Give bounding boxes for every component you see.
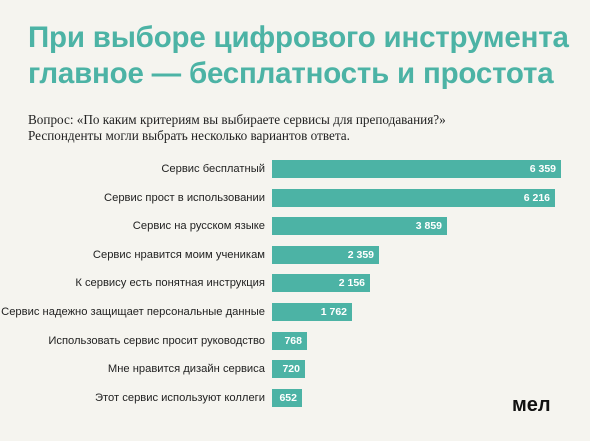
bar-row: Сервис на русском языке 3 859 (0, 217, 590, 235)
bar (272, 217, 447, 235)
category-label: Сервис надежно защищает персональные дан… (1, 306, 265, 318)
bar-row: Этот сервис используют коллеги 652 (0, 389, 590, 407)
chart-subtitle: Вопрос: «По каким критериям вы выбираете… (28, 112, 568, 144)
bar-row: Мне нравится дизайн сервиса 720 (0, 360, 590, 378)
bar (272, 189, 555, 207)
category-label: Сервис бесплатный (161, 163, 265, 175)
category-label: Сервис прост в использовании (104, 192, 265, 204)
bar (272, 274, 370, 292)
bar (272, 360, 305, 378)
bar (272, 332, 307, 350)
bar-row: Сервис надежно защищает персональные дан… (0, 303, 590, 321)
value-label: 1 762 (320, 306, 347, 318)
category-label: К сервису есть понятная инструкция (75, 277, 265, 289)
bar-chart: Сервис бесплатный 6 359 Сервис прост в исп… (0, 160, 590, 420)
bar (272, 389, 302, 407)
bar-row: Использовать сервис просит руководство 76… (0, 332, 590, 350)
page-title: При выборе цифрового инструмента главное… (28, 20, 578, 92)
bar-row: К сервису есть понятная инструкция 2 156 (0, 274, 590, 292)
value-label: 2 156 (338, 277, 365, 289)
value-label: 720 (282, 363, 300, 375)
category-label: Использовать сервис просит руководство (48, 335, 265, 347)
value-label: 3 859 (415, 220, 442, 232)
bar-row: Сервис прост в использовании 6 216 (0, 189, 590, 207)
category-label: Сервис нравится моим ученикам (92, 249, 265, 261)
value-label: 2 359 (347, 249, 374, 261)
bar-row: Сервис нравится моим ученикам 2 359 (0, 246, 590, 264)
category-label: Мне нравится дизайн сервиса (107, 363, 265, 375)
value-label: 768 (284, 335, 302, 347)
category-label: Сервис на русском языке (132, 220, 265, 232)
category-label: Этот сервис используют коллеги (95, 392, 265, 404)
bar (272, 303, 352, 321)
subtitle-line-2: Респонденты могли выбрать несколько вари… (28, 128, 350, 143)
bar (272, 246, 379, 264)
value-label: 6 359 (529, 163, 556, 175)
value-label: 652 (279, 392, 297, 404)
bar-row: Сервис бесплатный 6 359 (0, 160, 590, 178)
mel-logo: мел (512, 394, 551, 416)
bar (272, 160, 561, 178)
subtitle-line-1: Вопрос: «По каким критериям вы выбираете… (28, 112, 446, 127)
title-line-1: При выборе цифрового инструмента (28, 21, 569, 54)
title-line-2: главное — бесплатность и простота (28, 57, 554, 90)
value-label: 6 216 (523, 192, 550, 204)
